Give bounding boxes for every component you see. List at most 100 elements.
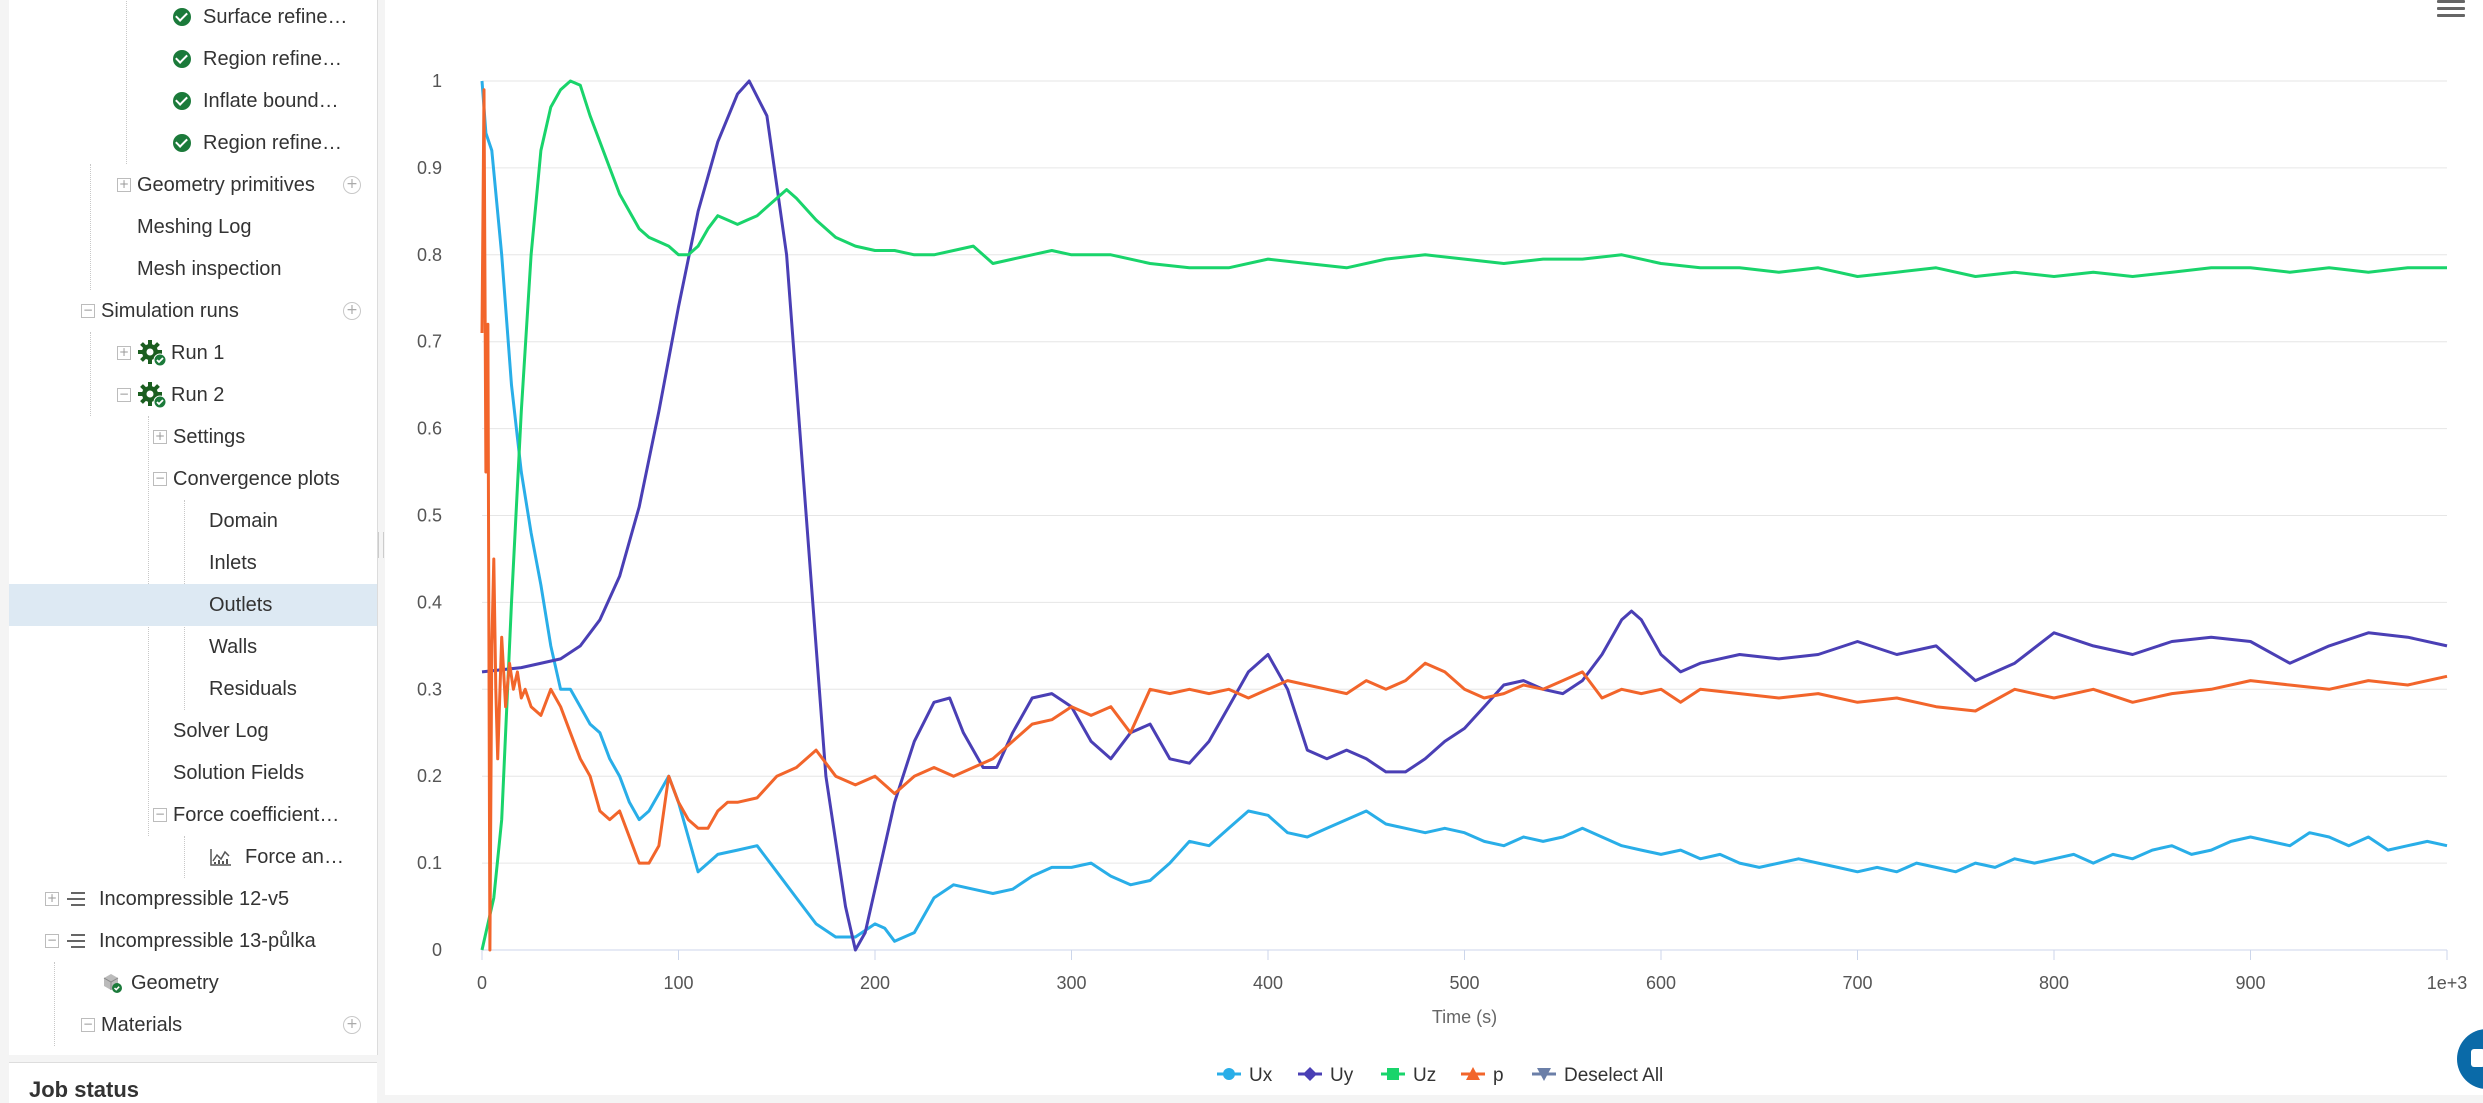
legend-marker-circle[interactable] — [1223, 1068, 1235, 1080]
job-status-title: Job status — [29, 1077, 140, 1102]
sidebar-resize-handle[interactable] — [378, 532, 384, 558]
expand-icon[interactable]: + — [45, 891, 59, 906]
legend-item-uy[interactable]: Uy — [1330, 1065, 1354, 1086]
tree-guide-line — [184, 836, 185, 878]
collapse-icon[interactable]: − — [81, 1017, 95, 1032]
plot-icon — [209, 847, 233, 867]
expand-icon[interactable]: + — [117, 177, 131, 192]
check-circle-icon — [173, 8, 191, 26]
tree-item-incompressible-13-p-lka[interactable]: − Incompressible 13-půlka — [9, 920, 377, 962]
tree-item-label: Solution Fields — [173, 761, 305, 784]
tree-item-run-1[interactable]: + Run 1 — [9, 332, 377, 374]
expand-icon[interactable]: + — [117, 345, 131, 360]
y-tick-label: 0.7 — [417, 332, 442, 352]
legend-item-ux[interactable]: Ux — [1249, 1065, 1273, 1086]
y-tick-label: 0.2 — [417, 766, 442, 786]
y-tick-label: 0.8 — [417, 245, 442, 265]
series-line-uz — [480, 79, 2447, 951]
tree-guide-line — [126, 0, 127, 164]
tree-item-inflate-boundary[interactable]: Inflate boundary… — [9, 80, 377, 122]
y-tick-label: 0.4 — [417, 592, 442, 612]
series-line-p — [480, 88, 2448, 952]
y-tick-label: 0.1 — [417, 853, 442, 873]
tree-item-simulation-runs[interactable]: − Simulation runs + — [9, 290, 377, 332]
tree-item-label: Simulation runs — [101, 299, 239, 322]
cube-check-icon — [101, 972, 123, 994]
add-item-icon[interactable]: + — [343, 302, 361, 320]
job-status-panel[interactable]: Job status — [9, 1062, 377, 1103]
tree-item-solution-fields[interactable]: Solution Fields — [9, 752, 377, 794]
legend-marker-diamond[interactable] — [1303, 1067, 1317, 1081]
tree-item-geometry[interactable]: Geometry — [9, 962, 377, 1004]
tree-item-materials[interactable]: − Materials + — [9, 1004, 377, 1046]
gear-check-icon — [137, 381, 167, 409]
legend-item-uz[interactable]: Uz — [1413, 1065, 1436, 1086]
x-tick-label: 800 — [2039, 973, 2069, 993]
tree-item-label: Run 1 — [171, 341, 225, 364]
collapse-icon[interactable]: − — [45, 933, 59, 948]
tree-item-label: Convergence plots — [173, 467, 340, 490]
x-tick-label: 100 — [663, 973, 693, 993]
tree-item-region-refineme[interactable]: Region refineme… — [9, 122, 377, 164]
tree-item-force-coefficients-plot[interactable]: − Force coefficients plot — [9, 794, 377, 836]
tree-item-label: Settings — [173, 425, 246, 448]
collapse-icon[interactable]: − — [153, 471, 167, 486]
gear-check-icon — [137, 339, 167, 367]
collapse-icon[interactable]: − — [117, 387, 131, 402]
legend-marker-triangle[interactable] — [1466, 1067, 1480, 1080]
collapse-icon[interactable]: − — [153, 807, 167, 822]
check-circle-icon — [173, 50, 191, 68]
y-tick-label: 0.3 — [417, 679, 442, 699]
tree-item-outlets[interactable]: Outlets — [9, 584, 377, 626]
tree-item-label: Residuals — [209, 677, 297, 700]
x-axis-title: Time (s) — [1432, 1007, 1497, 1027]
tree-guide-line — [90, 332, 91, 416]
tree-item-surface-refinem[interactable]: Surface refinem… — [9, 0, 377, 38]
tree-item-label: Inlets — [209, 551, 257, 574]
legend-item-deselect-all[interactable]: Deselect All — [1564, 1065, 1663, 1086]
tree-guide-line — [54, 962, 55, 1046]
project-tree-panel: Surface refinem… Region refineme… Inflate … — [9, 0, 378, 1055]
tree-item-label: Outlets — [209, 593, 273, 616]
x-tick-label: 900 — [2235, 973, 2265, 993]
tree-item-label: Surface refinem… — [203, 5, 349, 28]
tree-item-inlets[interactable]: Inlets — [9, 542, 377, 584]
tree-item-force-and-m[interactable]: Force and m… — [9, 836, 377, 878]
x-tick-label: 400 — [1253, 973, 1283, 993]
tree-item-run-2[interactable]: − Run 2 — [9, 374, 377, 416]
tree-item-mesh-inspection[interactable]: Mesh inspection — [9, 248, 377, 290]
add-item-icon[interactable]: + — [343, 1016, 361, 1034]
tree-item-region-refineme[interactable]: Region refineme… — [9, 38, 377, 80]
legend-marker-square[interactable] — [1387, 1068, 1399, 1080]
tree-item-walls[interactable]: Walls — [9, 626, 377, 668]
legend-item-p[interactable]: p — [1493, 1065, 1504, 1086]
tree-item-meshing-log[interactable]: Meshing Log — [9, 206, 377, 248]
tree-item-incompressible-12-v5[interactable]: + Incompressible 12-v5 — [9, 878, 377, 920]
x-tick-label: 600 — [1646, 973, 1676, 993]
tree-item-residuals[interactable]: Residuals — [9, 668, 377, 710]
expand-icon[interactable]: + — [153, 429, 167, 444]
x-tick-label: 200 — [860, 973, 890, 993]
series-line-uy — [481, 79, 2448, 952]
tree-item-settings[interactable]: + Settings — [9, 416, 377, 458]
tree-item-label: Domain — [209, 509, 278, 532]
tree-item-convergence-plots[interactable]: − Convergence plots — [9, 458, 377, 500]
tree-item-domain[interactable]: Domain — [9, 500, 377, 542]
collapse-icon[interactable]: − — [81, 303, 95, 318]
x-tick-label: 0 — [477, 973, 487, 993]
tree-item-label: Incompressible 12-v5 — [99, 887, 290, 910]
x-tick-label: 700 — [1842, 973, 1872, 993]
check-circle-icon — [173, 134, 191, 152]
tree-item-solver-log[interactable]: Solver Log — [9, 710, 377, 752]
tree-item-label: Meshing Log — [137, 215, 252, 238]
tree-item-geometry-primitives[interactable]: + Geometry primitives + — [9, 164, 377, 206]
y-tick-label: 0.6 — [417, 419, 442, 439]
tree-item-label: Walls — [209, 635, 258, 658]
chart-menu-icon[interactable] — [2437, 0, 2465, 18]
add-item-icon[interactable]: + — [343, 176, 361, 194]
tree-item-label: Region refineme… — [203, 47, 349, 70]
legend-marker-triangle-down[interactable] — [1537, 1068, 1551, 1081]
lines-icon — [65, 932, 89, 950]
convergence-chart-panel: 0 0.1 0.2 0.3 0.4 0.5 0.6 0.7 0.8 0.9 1 0 100 200 300 4… — [385, 0, 2483, 1095]
tree-item-label: Run 2 — [171, 383, 225, 406]
